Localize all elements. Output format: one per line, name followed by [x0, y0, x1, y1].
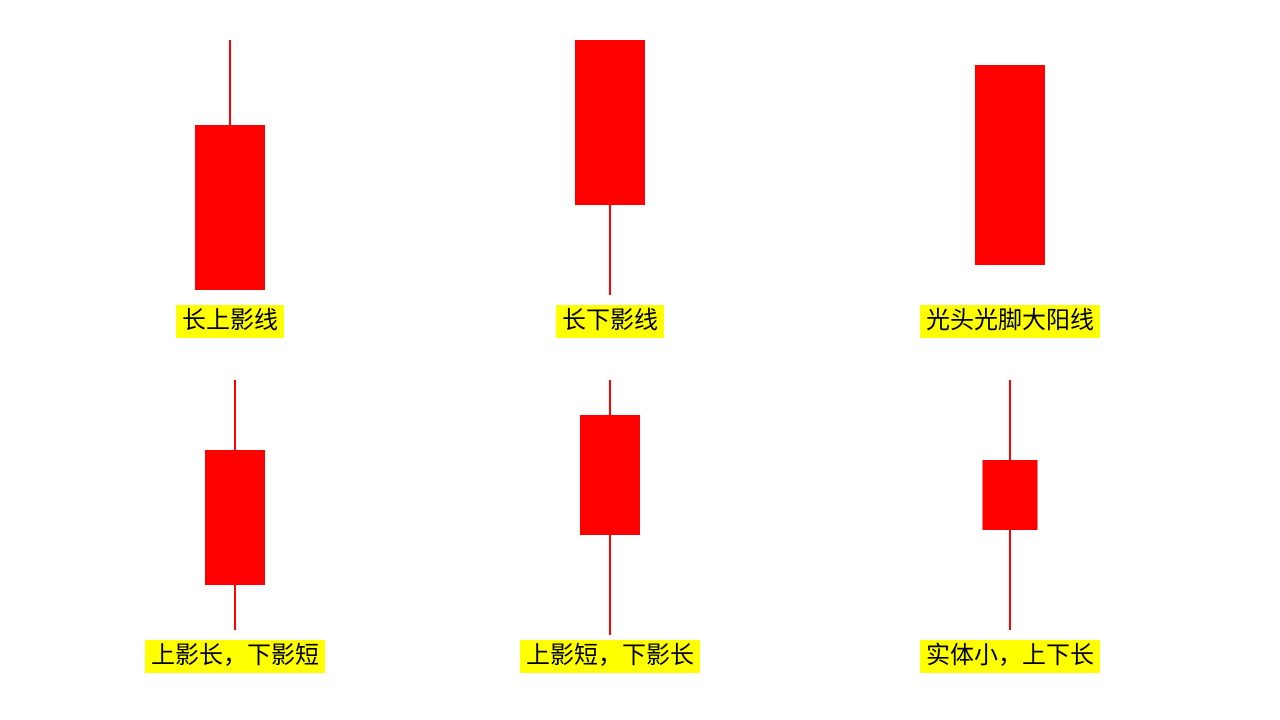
candle-body: [575, 40, 645, 205]
candle-long-upper-shadow: 长上影线: [180, 40, 280, 300]
candle-body: [195, 125, 265, 290]
lower-wick: [1009, 530, 1011, 630]
candle-area: [560, 380, 660, 650]
upper-wick: [1009, 380, 1011, 460]
candle-upper-long-lower-short: 上影长，下影短: [185, 380, 285, 650]
upper-wick: [609, 380, 611, 415]
candle-label: 光头光脚大阳线: [920, 305, 1100, 338]
upper-wick: [234, 380, 236, 450]
candle-label: 实体小，上下长: [920, 640, 1100, 673]
upper-wick: [229, 40, 231, 125]
candle-area: [960, 380, 1060, 650]
candle-body: [983, 460, 1038, 530]
candle-body: [580, 415, 640, 535]
lower-wick: [609, 205, 611, 295]
candle-area: [960, 65, 1060, 295]
candle-upper-short-lower-long: 上影短，下影长: [560, 380, 660, 650]
candle-label: 上影长，下影短: [145, 640, 325, 673]
candle-area: [185, 380, 285, 650]
candle-area: [560, 40, 660, 300]
candle-small-body-long-wicks: 实体小，上下长: [960, 380, 1060, 650]
lower-wick: [234, 585, 236, 630]
candle-area: [180, 40, 280, 300]
candle-label: 上影短，下影长: [520, 640, 700, 673]
lower-wick: [609, 535, 611, 635]
candle-label: 长上影线: [176, 305, 284, 338]
candle-label: 长下影线: [556, 305, 664, 338]
candle-body: [205, 450, 265, 585]
candle-marubozu: 光头光脚大阳线: [960, 65, 1060, 295]
candle-long-lower-shadow: 长下影线: [560, 40, 660, 300]
candle-body: [975, 65, 1045, 265]
